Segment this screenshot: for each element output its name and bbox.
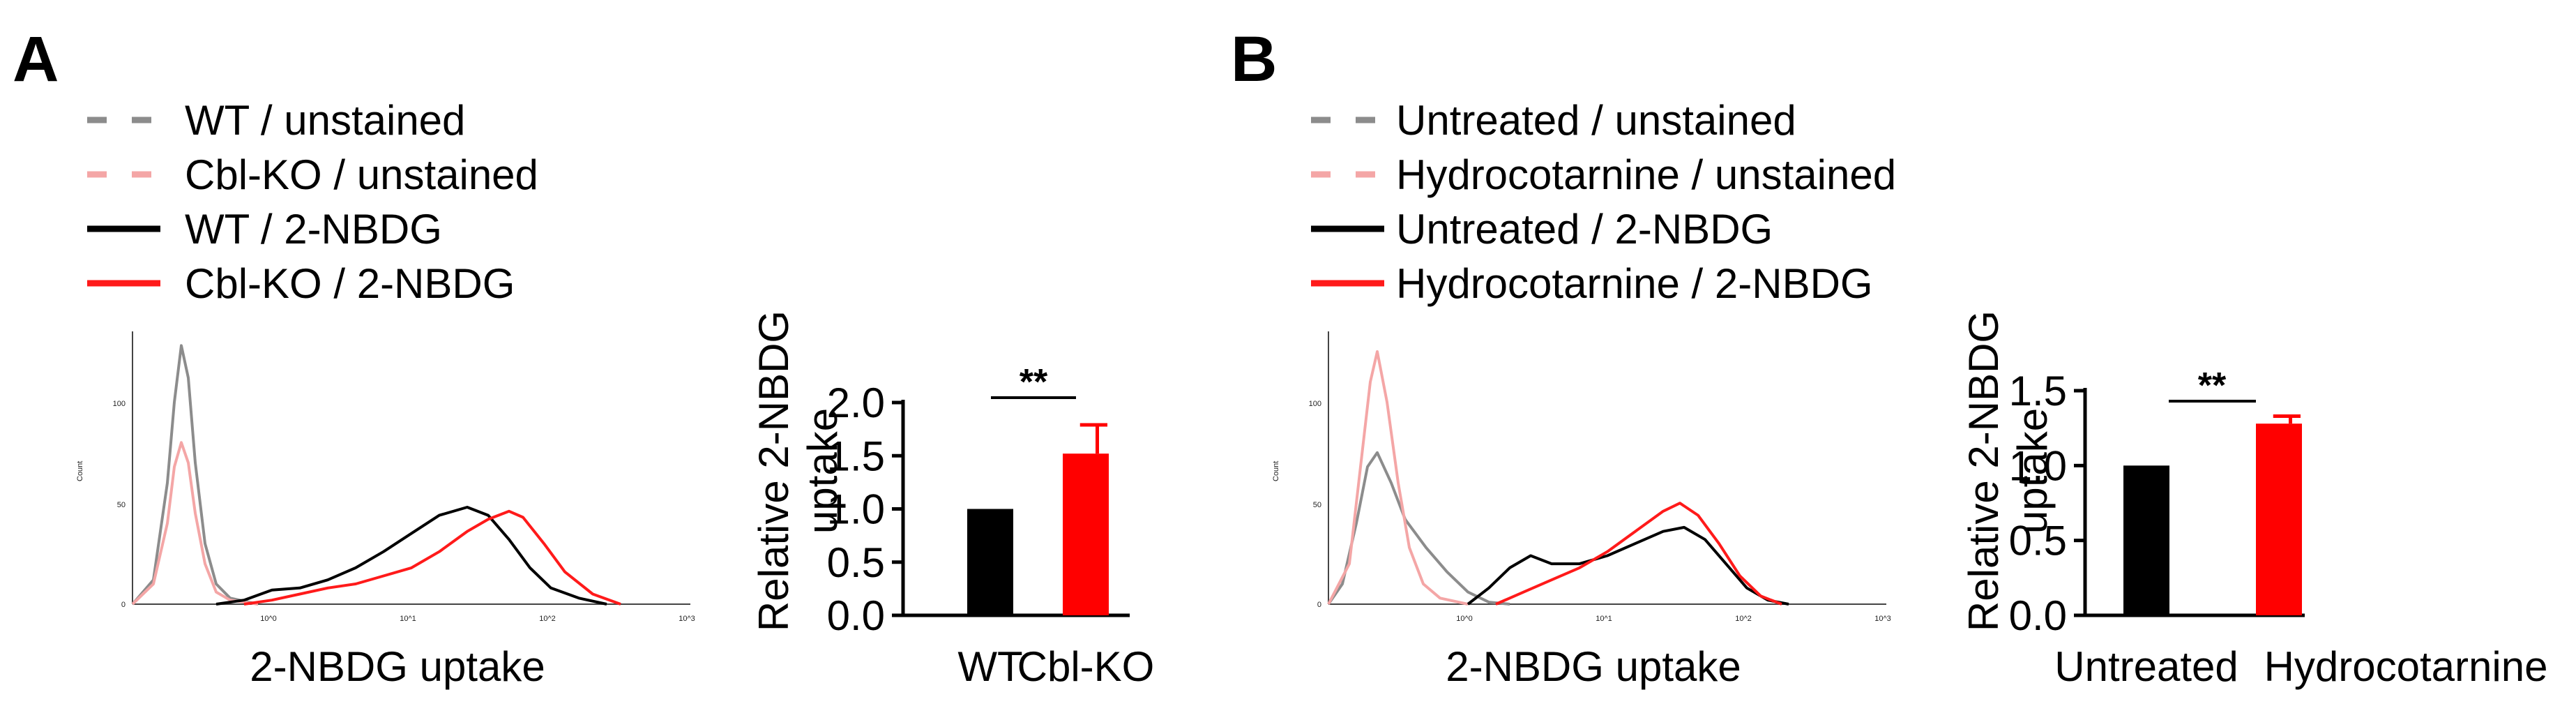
bar [967,509,1013,615]
y-tick-label: 0.5 [827,539,885,586]
y-axis-title-line2: uptake [2009,408,2056,534]
bar [1063,453,1109,615]
category-label: Untreated [2054,643,2238,690]
panel-letter: A [13,24,59,95]
bar-chart-b: Relative 2-NBDG uptake 0.0 0.5 1.0 1.5 ** U… [1960,310,2547,690]
x-tick-label: 10^3 [679,615,695,623]
y-tick-label: 50 [1313,501,1321,509]
legend-label: Untreated / 2-NBDG [1396,206,1773,253]
category-label: Cbl-KO [1017,643,1155,690]
legend: Untreated / unstained Hydrocotarnine / u… [1311,97,1896,307]
y-axis-title: Relative 2-NBDG [750,310,797,631]
y-axis-title-line2: uptake [799,408,846,534]
histogram-series-line [1327,451,1510,606]
y-tick-label: 0.0 [2009,592,2067,639]
x-tick-label: 10^1 [1596,615,1612,623]
histogram-series-line [215,506,607,606]
panel-a: A WT / unstained Cbl-KO / unstained WT /… [13,24,1154,690]
y-tick-label: 1.5 [2009,368,2067,414]
y-tick-label: 0.5 [2009,518,2067,564]
legend-label: Cbl-KO / unstained [185,151,538,198]
histogram-series-line [243,509,621,606]
y-axis-title: Count [1272,461,1280,481]
x-tick-label: 10^2 [1735,615,1752,623]
y-axis-title: Relative 2-NBDG [1960,310,2007,631]
histogram-b: Count 0 50 100 10^0 10^1 10^2 10^3 2-NBD… [1272,331,1891,690]
bar [2123,465,2169,615]
histogram-series-line [1495,502,1782,606]
y-tick-label: 50 [117,501,126,509]
y-tick-label: 1.0 [2009,442,2067,489]
category-label: WT [957,643,1022,690]
y-tick-label: 0 [1317,601,1321,609]
histogram-series-group [1327,350,1789,606]
bar-chart-a: Relative 2-NBDG uptake 0.0 0.5 1.0 1.5 2.0 *… [750,310,1154,690]
legend: WT / unstained Cbl-KO / unstained WT / 2… [87,97,538,307]
significance-label: ** [1020,362,1048,403]
bar [2256,423,2302,615]
histogram-a: Count 0 50 100 10^0 10^1 10^2 10^3 2-NBD… [76,331,695,690]
histogram-series-line [1327,350,1469,606]
y-tick-label: 100 [1309,400,1321,408]
histogram-series-line [131,441,259,606]
x-tick-label: 10^0 [260,615,277,623]
y-tick-label: 1.5 [827,433,885,479]
y-tick-label: 0.0 [827,592,885,639]
x-tick-label: 10^2 [539,615,556,623]
y-axis-title: Count [76,461,84,481]
histogram-series-line [1467,525,1789,606]
category-label: Hydrocotarnine [2264,643,2548,690]
x-tick-label: 10^1 [400,615,416,623]
legend-label: Untreated / unstained [1396,97,1796,144]
y-tick-label: 1.0 [827,486,885,533]
bars [2123,414,2302,615]
y-tick-label: 0 [121,601,126,609]
y-tick-label: 100 [113,400,126,408]
histogram-series-line [131,344,259,606]
significance-label: ** [2198,366,2227,406]
legend-label: Hydrocotarnine / unstained [1396,151,1896,198]
y-ticks: 0.0 0.5 1.0 1.5 2.0 [827,380,903,639]
panel-b: B Untreated / unstained Hydrocotarnine /… [1231,24,2547,690]
y-tick-label: 2.0 [827,380,885,426]
x-axis-title: 2-NBDG uptake [1446,643,1741,690]
x-axis-title: 2-NBDG uptake [250,643,545,690]
legend-label: Hydrocotarnine / 2-NBDG [1396,260,1873,307]
bars [967,423,1109,615]
y-ticks: 0.0 0.5 1.0 1.5 [2009,368,2085,639]
legend-label: Cbl-KO / 2-NBDG [185,260,515,307]
histogram-series-group [131,344,621,606]
x-tick-label: 10^3 [1874,615,1891,623]
x-tick-label: 10^0 [1456,615,1473,623]
legend-label: WT / unstained [185,97,465,144]
legend-label: WT / 2-NBDG [185,206,442,253]
panel-letter: B [1231,24,1277,95]
